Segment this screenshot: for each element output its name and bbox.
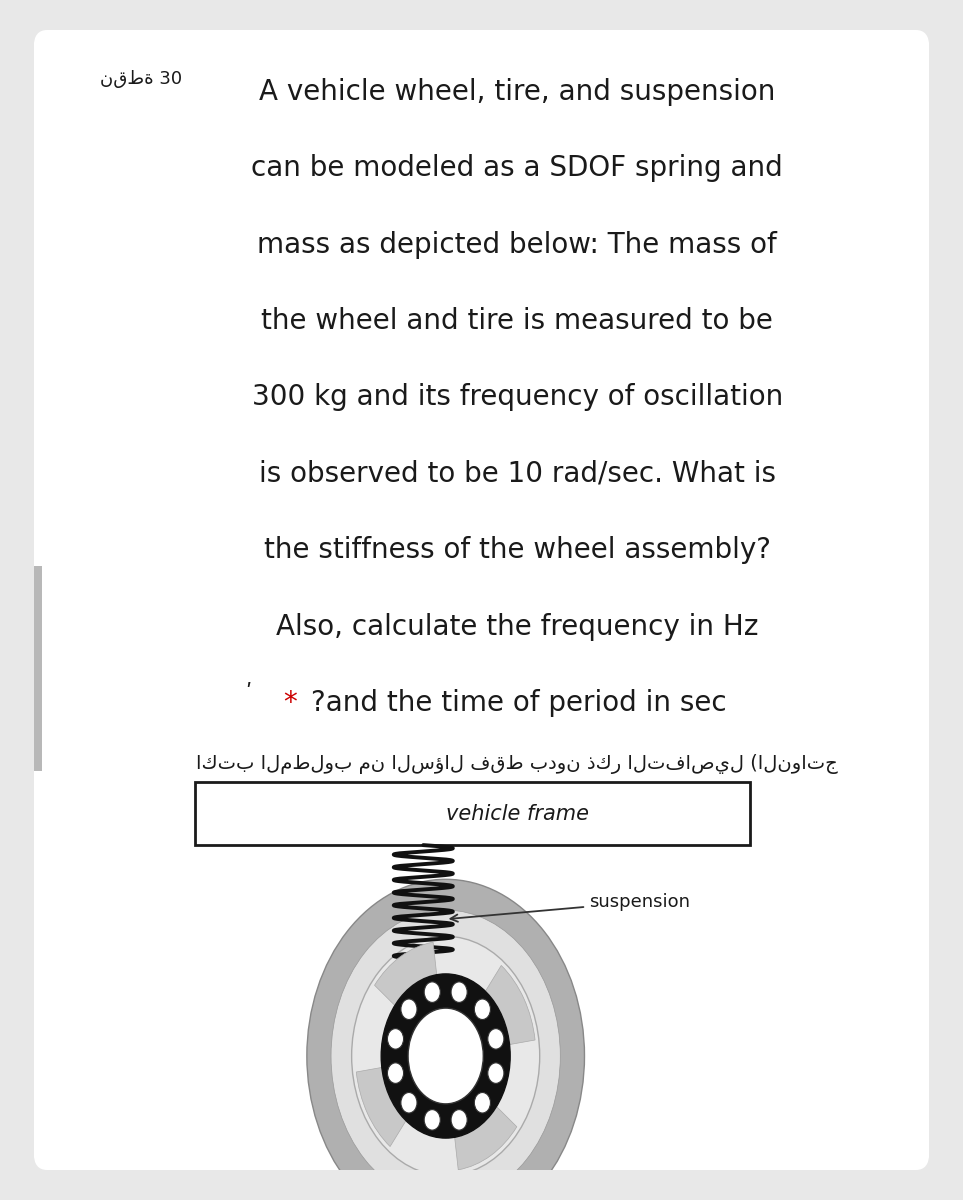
Circle shape [451, 982, 467, 1002]
Text: the wheel and tire is measured to be: the wheel and tire is measured to be [261, 307, 773, 335]
FancyBboxPatch shape [34, 30, 929, 1170]
Wedge shape [356, 1056, 446, 1146]
Text: نقطة 30: نقطة 30 [100, 70, 182, 88]
Circle shape [351, 936, 539, 1176]
Text: ?and the time of period in sec: ?and the time of period in sec [311, 689, 727, 716]
Circle shape [387, 1063, 403, 1084]
Circle shape [488, 1028, 504, 1049]
Circle shape [424, 982, 440, 1002]
Circle shape [475, 998, 490, 1020]
Circle shape [401, 1092, 417, 1114]
Circle shape [488, 1063, 504, 1084]
Text: the stiffness of the wheel assembly?: the stiffness of the wheel assembly? [264, 536, 770, 564]
Bar [31, 565, 41, 770]
FancyBboxPatch shape [195, 782, 750, 845]
Circle shape [424, 1110, 440, 1130]
Circle shape [451, 1110, 467, 1130]
Text: vehicle frame: vehicle frame [446, 804, 588, 823]
Text: *: * [284, 689, 307, 716]
Circle shape [410, 1010, 482, 1102]
Wedge shape [375, 942, 446, 1056]
Text: ʹ: ʹ [246, 683, 251, 703]
Circle shape [387, 1028, 403, 1049]
Text: suspension: suspension [451, 893, 690, 922]
Text: اكتب المطلوب من السؤال فقط بدون ذكر التفاصيل (النواتج: اكتب المطلوب من السؤال فقط بدون ذكر التف… [196, 754, 838, 774]
Text: can be modeled as a SDOF spring and: can be modeled as a SDOF spring and [251, 155, 783, 182]
Circle shape [408, 1008, 483, 1104]
Circle shape [307, 880, 585, 1200]
Circle shape [401, 998, 417, 1020]
Circle shape [381, 974, 510, 1138]
Circle shape [475, 1092, 490, 1114]
Text: mass as depicted below: The mass of: mass as depicted below: The mass of [257, 230, 777, 259]
Text: المطلوبة فقط). 30 درجة: المطلوبة فقط). 30 درجة [391, 802, 644, 822]
Circle shape [331, 910, 560, 1200]
Wedge shape [446, 966, 535, 1056]
Text: is observed to be 10 rad/sec. What is: is observed to be 10 rad/sec. What is [259, 460, 776, 487]
Wedge shape [446, 1056, 517, 1170]
Text: A vehicle wheel, tire, and suspension: A vehicle wheel, tire, and suspension [259, 78, 775, 106]
Text: 300 kg and its frequency of oscillation: 300 kg and its frequency of oscillation [251, 384, 783, 412]
Text: Also, calculate the frequency in Hz: Also, calculate the frequency in Hz [276, 612, 759, 641]
